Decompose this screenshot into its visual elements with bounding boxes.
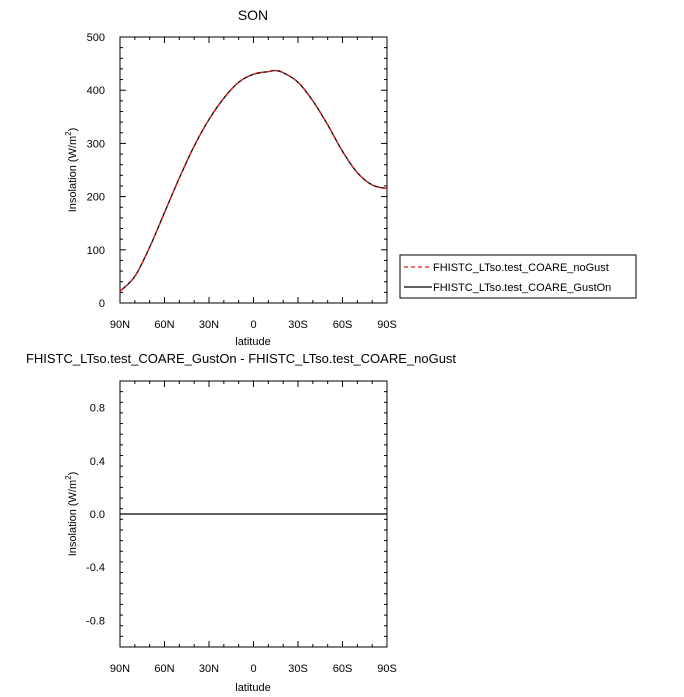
bottom-y-tick-label: 0.0 [90,509,105,521]
bottom-x-tick-label: 30S [288,663,308,675]
bottom-y-tick-label: -0.8 [86,615,105,627]
top-y-tick-label: 0 [99,298,105,310]
bottom-y-tick-label: 0.4 [90,456,105,468]
top-y-axis-label: Insolation (W/m2) [64,128,79,213]
top-plot-frame [119,36,388,304]
top-chart-title: SON [238,7,268,23]
bottom-y-tick-labels: -0.8 -0.4 0.0 0.4 0.8 [86,403,105,628]
top-x-tick-label: 90S [377,319,397,331]
bottom-x-tick-label: 60N [154,663,174,675]
top-axis-ticks [119,36,388,304]
bottom-x-axis-label: latitude [235,682,270,694]
legend-label-guston: FHISTC_LTso.test_COARE_GustOn [433,282,611,294]
top-x-tick-label: 60N [154,319,174,331]
bottom-axis-ticks [119,380,388,648]
top-y-tick-label: 100 [87,245,105,257]
top-x-tick-label: 30S [288,319,308,331]
bottom-chart-title: FHISTC_LTso.test_COARE_GustOn - FHISTC_L… [26,351,456,366]
bottom-x-tick-label: 90N [110,663,130,675]
top-y-axis-label-main: Insolation (W/m [67,136,79,212]
top-series-line-0 [119,69,388,292]
top-x-tick-label: 90N [110,319,130,331]
bottom-y-axis-label-end: ) [67,472,79,476]
top-x-axis-label: latitude [235,336,270,348]
top-series-line-1 [119,69,388,292]
top-panel: SON 90N 60N 30N 0 30S 60S 90S 0 100 200 300 400 500… [64,7,637,348]
top-x-tick-labels: 90N 60N 30N 0 30S 60S 90S [110,319,397,331]
legend-box [399,254,637,299]
bottom-y-axis-label: Insolation (W/m2) [64,472,79,557]
bottom-y-tick-label: -0.4 [86,562,105,574]
legend-label-nogust: FHISTC_LTso.test_COARE_noGust [433,262,609,274]
top-y-tick-label: 400 [87,85,105,97]
bottom-y-tick-label: 0.8 [90,403,105,415]
bottom-panel: FHISTC_LTso.test_COARE_GustOn - FHISTC_L… [26,351,456,694]
legend: FHISTC_LTso.test_COARE_noGust FHISTC_LTs… [399,254,637,299]
top-y-axis-label-end: ) [67,128,79,132]
bottom-x-tick-labels: 90N 60N 30N 0 30S 60S 90S [110,663,397,675]
top-x-tick-label: 0 [250,319,256,331]
bottom-x-tick-label: 30N [199,663,219,675]
top-x-tick-label: 30N [199,319,219,331]
bottom-x-tick-label: 60S [333,663,353,675]
top-y-tick-label: 300 [87,138,105,150]
top-y-tick-label: 200 [87,192,105,204]
bottom-x-tick-label: 90S [377,663,397,675]
top-series-lines [119,69,388,292]
top-x-tick-label: 60S [333,319,353,331]
top-y-tick-labels: 0 100 200 300 400 500 [87,32,105,310]
top-y-axis-label-sup: 2 [64,131,73,136]
top-y-tick-label: 500 [87,32,105,44]
bottom-y-axis-label-sup: 2 [64,475,73,480]
bottom-x-tick-label: 0 [250,663,256,675]
bottom-y-axis-label-main: Insolation (W/m [67,480,79,556]
